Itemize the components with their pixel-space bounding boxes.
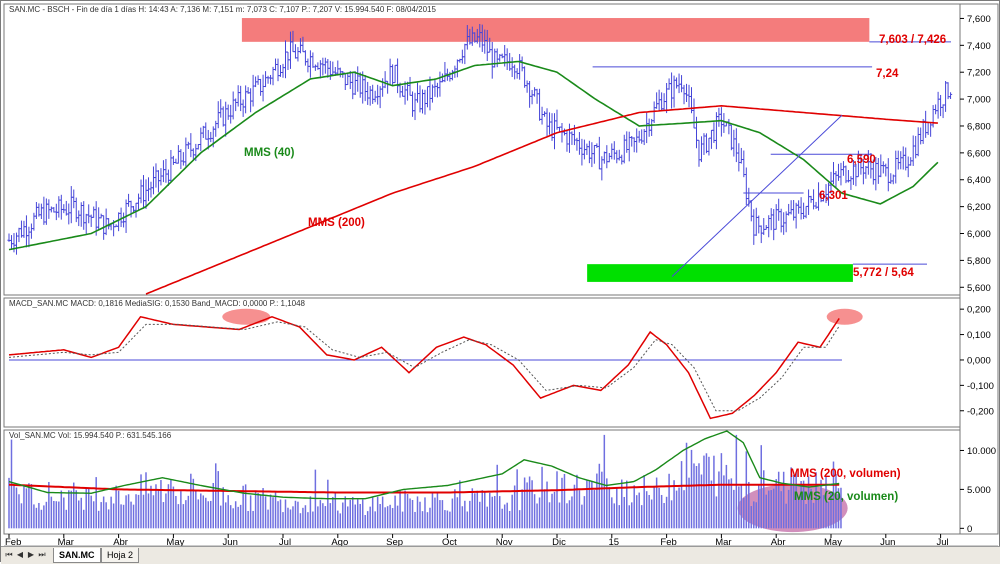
volume-series-1 — [8, 430, 840, 500]
volume-series-0 — [8, 483, 840, 494]
price-y-tick-label: 5,800 — [967, 256, 991, 267]
volume-panel-header: Vol_SAN.MC Vol: 15.994.540 P.: 631.545.1… — [9, 431, 172, 440]
first-sheet-icon[interactable]: ⏮ — [5, 550, 13, 559]
x-tick-label: Dic — [552, 537, 566, 546]
x-tick-label: Feb — [660, 537, 676, 546]
x-tick-label: 15 — [609, 537, 620, 546]
prev-sheet-icon[interactable]: ◀ — [16, 550, 24, 559]
chart-canvas: 5,600 5,800 6,000 6,200 6,400 6,600 6,800 7,000… — [3, 3, 999, 548]
price-y-tick-label: 6,800 — [967, 121, 991, 132]
label-mms20-volume: MMS (20, volumen) — [794, 491, 898, 503]
last-sheet-icon[interactable]: ⏭ — [38, 550, 46, 559]
x-tick-label: Sep — [386, 537, 403, 546]
label-mms200-volume: MMS (200, volumen) — [790, 468, 901, 480]
macd-panel — [3, 297, 961, 428]
macd-y-tick-label: 0,000 — [967, 355, 991, 366]
price-y-tick-label: 5,600 — [967, 283, 991, 294]
price-y-tick-label: 7,400 — [967, 41, 991, 52]
x-tick-label: Mar — [58, 537, 74, 546]
x-tick-label: Oct — [442, 537, 457, 546]
y-axis-area — [959, 3, 999, 535]
price-y-tick-label: 6,400 — [967, 175, 991, 186]
macd-series-0 — [8, 315, 840, 420]
price-y-tick-label: 7,200 — [967, 68, 991, 79]
macd-y-tick-label: 0,100 — [967, 330, 991, 341]
next-sheet-icon[interactable]: ▶ — [27, 550, 35, 559]
x-tick-label: Feb — [5, 537, 21, 546]
price-panel — [3, 3, 961, 296]
x-tick-label: Jun — [223, 537, 238, 546]
label-mms200: MMS (200) — [308, 217, 365, 229]
tab-san-mc[interactable]: SAN.MC — [53, 548, 101, 563]
x-tick-label: Jul — [279, 537, 291, 546]
macd-panel-header: MACD_SAN.MC MACD: 0,1816 MediaSIG: 0,153… — [9, 299, 306, 308]
price-y-tick-label: 6,200 — [967, 202, 991, 213]
price-zone-0 — [241, 18, 870, 42]
price-series-0 — [8, 60, 939, 251]
volume-y-tick-label: 5.000 — [967, 485, 991, 496]
macd-y-tick-label: 0,200 — [967, 305, 991, 316]
price-trendline — [671, 114, 843, 277]
x-tick-label: Nov — [496, 537, 513, 546]
x-tick-label: Ago — [331, 537, 348, 546]
volume-highlight — [737, 484, 848, 533]
price-y-tick-label: 7,000 — [967, 95, 991, 106]
label-level-6301: 6,301 — [819, 190, 848, 202]
volume-y-tick-label: 0 — [967, 524, 972, 535]
x-tick-label: May — [166, 537, 184, 546]
x-tick-label: Abr — [771, 537, 786, 546]
macd-series-1 — [8, 321, 840, 412]
macd-highlight-right — [826, 308, 863, 325]
x-tick-label: May — [824, 537, 842, 546]
macd-y-tick-label: -0,200 — [967, 406, 994, 417]
label-resistance-zone: 7,603 / 7,426 — [879, 34, 946, 46]
price-y-tick-label: 6,600 — [967, 148, 991, 159]
label-mms40: MMS (40) — [244, 147, 295, 159]
label-level-724: 7,24 — [876, 68, 899, 80]
macd-y-tick-label: -0,100 — [967, 381, 994, 392]
price-y-tick-label: 7,600 — [967, 14, 991, 25]
price-y-tick-label: 6,000 — [967, 229, 991, 240]
tab-hoja-2[interactable]: Hoja 2 — [101, 548, 140, 563]
label-support-zone: 5,772 / 5,64 — [853, 267, 914, 279]
x-tick-label: Jun — [880, 537, 895, 546]
x-tick-label: Abr — [113, 537, 128, 546]
x-tick-label: Jul — [937, 537, 949, 546]
price-panel-header: SAN.MC - BSCH - Fin de día 1 días H: 14:… — [9, 5, 436, 14]
volume-y-tick-label: 10.000 — [967, 446, 996, 457]
price-series-1 — [145, 104, 938, 295]
label-level-6590: 6,590 — [847, 154, 876, 166]
macd-highlight-left — [222, 308, 271, 325]
sheet-tab-bar: ⏮ ◀ ▶ ⏭ SAN.MC Hoja 2 — [1, 546, 1000, 564]
price-zone-4 — [587, 264, 853, 282]
x-tick-label: Mar — [715, 537, 731, 546]
